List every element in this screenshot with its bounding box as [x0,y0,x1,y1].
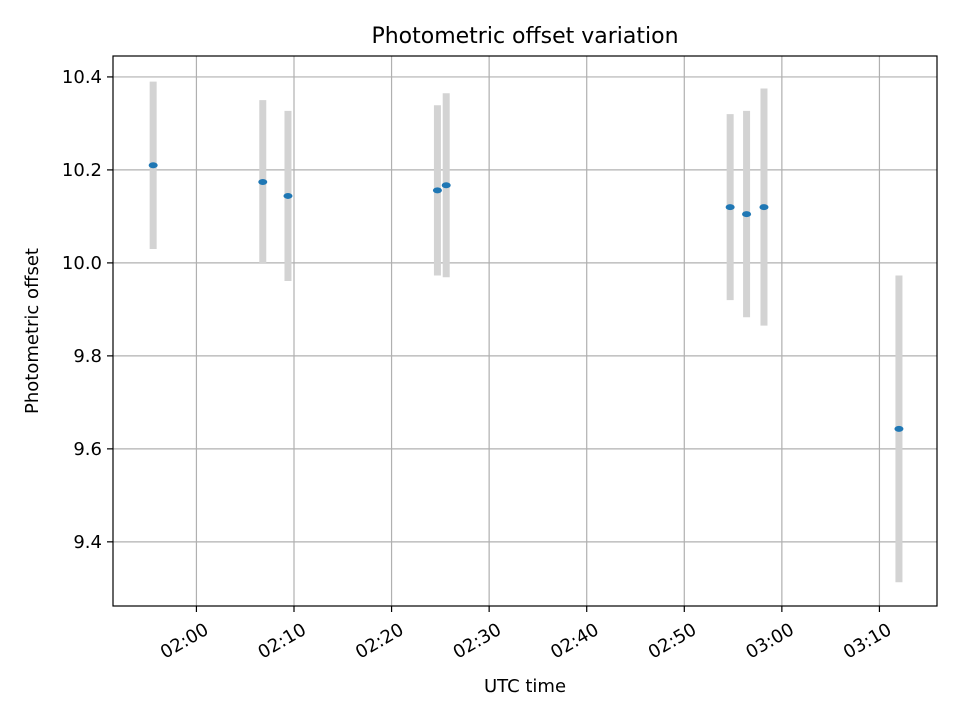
data-point [759,204,769,211]
data-point [894,425,904,432]
chart-title: Photometric offset variation [371,24,678,49]
data-point [441,182,451,189]
x-tick-label: 02:30 [450,619,505,663]
x-tick-label: 02:40 [547,619,602,663]
data-points [148,162,904,432]
data-point [742,211,752,218]
y-tick-label: 10.0 [62,253,102,274]
x-tick-label: 02:50 [645,619,700,663]
y-axis-label: Photometric offset [22,248,43,414]
y-tick-label: 9.4 [73,532,102,553]
y-tick-label: 9.8 [73,346,102,367]
y-tick-label: 10.4 [62,67,102,88]
x-tick-label: 03:00 [742,619,797,663]
x-tick-label: 02:20 [352,619,407,663]
y-axis-ticks: 9.4 9.6 9.8 10.0 10.2 10.4 [62,67,113,553]
y-tick-label: 10.2 [62,160,102,181]
y-tick-label: 9.6 [73,439,102,460]
x-axis-ticks: 02:00 02:10 02:20 02:30 02:40 02:50 03:00 03:10 [157,606,895,663]
data-point [725,204,735,211]
x-tick-label: 02:10 [254,619,309,663]
data-point [258,178,268,185]
data-point [432,187,442,194]
x-tick-label: 03:10 [840,619,895,663]
data-point [283,192,293,199]
error-bars [149,81,903,583]
plot-frame [112,55,938,607]
x-tick-label: 02:00 [157,619,212,663]
x-axis-label: UTC time [484,676,566,697]
data-point [148,162,158,169]
grid [113,56,937,606]
